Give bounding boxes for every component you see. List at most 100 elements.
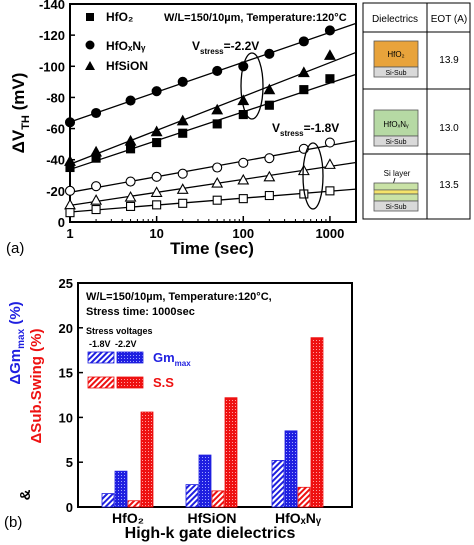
point-triangle [90, 145, 103, 157]
stack-hfo2-sub [373, 66, 419, 78]
eot-hfoxny: 13.0 [439, 123, 459, 134]
eot-table: Dielectrics EOT (A) HfO₂ Si-Sub 13.9 HfO… [362, 2, 471, 220]
point-circle [212, 162, 223, 173]
point-triangle [211, 103, 224, 115]
y-axis-label-b-ss: ΔSub.Swing (%) [28, 329, 45, 444]
y-tick-label-a: -100 [39, 59, 65, 74]
point-triangle [150, 186, 163, 197]
panel-b: 0 5 10 15 20 25 HfO₂ HfSiON HfOₓNᵧ W/L=150/10µm… [4, 276, 353, 542]
annotation-b-line1: W/L=150/10µm, Temperature:120°C, [86, 291, 272, 303]
stack-hfsion-si-label: Si layer [384, 169, 411, 178]
bar [297, 486, 311, 508]
panel-label-b: (b) [4, 514, 22, 531]
legend-ss-label: S.S [153, 375, 174, 390]
point-square [126, 144, 136, 154]
point-triangle [323, 49, 336, 60]
point-circle [64, 117, 76, 128]
legend-gm-dots [116, 351, 144, 364]
point-circle [125, 176, 136, 187]
x-tick-label-a: 1000 [315, 226, 344, 241]
point-square [325, 74, 335, 84]
bar [185, 484, 199, 508]
y-tick-label-a: -20 [46, 184, 65, 199]
x-ticks-b: HfO₂ HfSiON HfOₓNᵧ [112, 510, 322, 526]
y-axis-label-b-amp: & [17, 489, 34, 500]
point-circle [238, 157, 249, 168]
point-square [325, 186, 335, 196]
eot-hfo2: 13.9 [439, 55, 459, 66]
y-ticks-b: 0 5 10 15 20 25 [59, 276, 83, 515]
y-axis-label-b-gm: ΔGmmax (%) [7, 301, 27, 384]
y-tick-label-a: -40 [46, 153, 65, 168]
point-square [299, 85, 309, 95]
y-tick-label-b: 20 [59, 321, 73, 336]
y-tick-label-b: 10 [59, 410, 73, 425]
legend-ss-dots [116, 376, 144, 389]
y-tick-label-b: 15 [59, 366, 73, 381]
fit-line [69, 51, 357, 165]
point-square [238, 110, 248, 120]
stress-voltages-title: Stress voltages [86, 326, 153, 336]
ellipse-low-stress [302, 142, 324, 210]
point-triangle [297, 164, 310, 176]
point-square [238, 194, 248, 204]
point-triangle [323, 158, 336, 169]
x-tick-label-b: HfSiON [188, 510, 237, 526]
point-circle [212, 65, 223, 77]
stack-hfo2-layer [373, 40, 419, 68]
bar [211, 490, 225, 508]
point-circle [298, 36, 309, 47]
x-tick-label-a: 10 [149, 226, 163, 241]
bar [310, 337, 324, 508]
point-triangle [124, 190, 137, 202]
y-tick-label-a: -120 [39, 28, 65, 43]
point-square [264, 100, 274, 110]
bar [271, 460, 285, 508]
point-triangle [237, 173, 250, 185]
point-triangle [211, 176, 224, 188]
point-circle [324, 137, 335, 148]
stack-hfoxny-sub [373, 135, 419, 147]
point-circle [91, 181, 102, 192]
y-axis-label-a: ΔVTH (mV) [9, 73, 32, 154]
bar [140, 411, 154, 508]
fit-line [69, 161, 357, 206]
point-circle [64, 185, 76, 196]
bar [127, 500, 141, 508]
bar [224, 397, 238, 508]
legend-gm-label: Gmmax [153, 350, 191, 368]
point-triangle [263, 170, 276, 182]
ellipse-high-stress [240, 52, 264, 120]
point-circle [177, 76, 188, 87]
point-circle [125, 95, 136, 106]
bar [198, 454, 212, 508]
y-tick-label-b: 0 [66, 500, 73, 515]
x-tick-label-a: 1 [66, 226, 73, 241]
annotation-b-line2: Stress time: 1000sec [86, 306, 195, 318]
legend-marker-hfoxny [85, 40, 95, 50]
y-tick-label-a: -140 [39, 0, 65, 12]
x-tick-label-b: HfOₓNᵧ [275, 510, 322, 526]
markers-a [64, 25, 336, 218]
x-tick-label-a: 100 [232, 226, 254, 241]
point-square [126, 201, 136, 211]
point-triangle [124, 134, 137, 146]
stack-hfoxny-label: HfOₓNᵧ [383, 120, 409, 129]
legend-label-hfo2: HfO₂ [106, 10, 133, 24]
panel-a: 0 -20 -40 -60 -80 -100 -120 -140 1 10 100 1000 HfO… [6, 0, 357, 258]
panel-label-a: (a) [6, 240, 24, 257]
y-tick-label-a: -60 [46, 122, 65, 137]
point-circle [151, 86, 162, 97]
legend-label-hfsion: HfSiON [106, 59, 148, 73]
point-square [178, 128, 188, 138]
point-square [152, 138, 162, 148]
stack-hfsion-mid [373, 193, 419, 202]
bar [284, 430, 298, 508]
bar [101, 493, 115, 508]
point-circle [324, 25, 335, 36]
point-square [152, 200, 162, 210]
legend-ss-hatch [87, 376, 115, 389]
point-square [178, 198, 188, 208]
point-triangle [297, 66, 310, 78]
